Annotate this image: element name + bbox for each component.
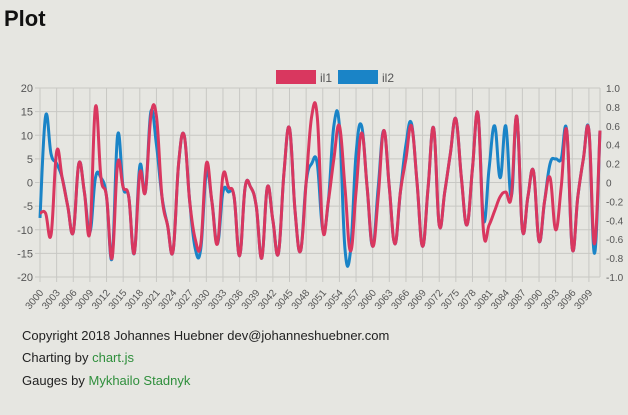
page-title: Plot bbox=[4, 6, 46, 31]
y2-tick-label: 0.4 bbox=[606, 141, 620, 152]
copyright-text: Copyright 2018 Johannes Huebner dev@joha… bbox=[22, 328, 390, 343]
gauges-credit: Gauges by Mykhailo Stadnyk bbox=[22, 373, 190, 389]
gauges-author-link[interactable]: Mykhailo Stadnyk bbox=[88, 373, 191, 388]
y2-tick-label: -0.2 bbox=[606, 197, 624, 208]
charting-prefix: Charting by bbox=[22, 350, 93, 365]
legend-swatch-il2[interactable] bbox=[338, 70, 378, 84]
y2-tick-label: -0.6 bbox=[606, 235, 624, 246]
y2-tick-label: 0 bbox=[606, 179, 612, 190]
y-tick-label: -10 bbox=[17, 225, 33, 237]
chartjs-link[interactable]: chart.js bbox=[92, 350, 134, 365]
y-tick-label: -15 bbox=[17, 248, 33, 260]
legend-swatch-il1[interactable] bbox=[276, 70, 316, 84]
legend-label-il1: il1 bbox=[320, 71, 332, 85]
y2-tick-label: -1.0 bbox=[606, 273, 624, 284]
line-chart: 20 15 10 5 0 -5 -10 -15 -20 1.0 0.8 0.6 0.4 0.2 0 -0.2 -… bbox=[17, 70, 624, 312]
y2-tick-label: -0.8 bbox=[606, 254, 624, 265]
gauges-prefix: Gauges by bbox=[22, 373, 89, 388]
y2-tick-label: -0.4 bbox=[606, 216, 624, 227]
y2-tick-label: 0.6 bbox=[606, 122, 620, 133]
y-tick-label: -20 bbox=[17, 272, 33, 284]
y-tick-label: 15 bbox=[21, 107, 33, 119]
charting-credit: Charting by chart.js bbox=[22, 350, 134, 366]
y-tick-label: 10 bbox=[21, 130, 33, 142]
y2-tick-label: 0.8 bbox=[606, 103, 620, 114]
y-tick-label: 5 bbox=[27, 154, 33, 166]
x-tick-label: 3099 bbox=[572, 288, 595, 312]
legend-label-il2: il2 bbox=[382, 71, 394, 85]
y-tick-label: -5 bbox=[23, 201, 33, 213]
y2-tick-label: 1.0 bbox=[606, 84, 620, 95]
series-line-il1 bbox=[39, 101, 602, 260]
y-tick-label: 0 bbox=[27, 178, 33, 190]
y-tick-label: 20 bbox=[21, 83, 33, 95]
y2-tick-label: 0.2 bbox=[606, 160, 620, 171]
